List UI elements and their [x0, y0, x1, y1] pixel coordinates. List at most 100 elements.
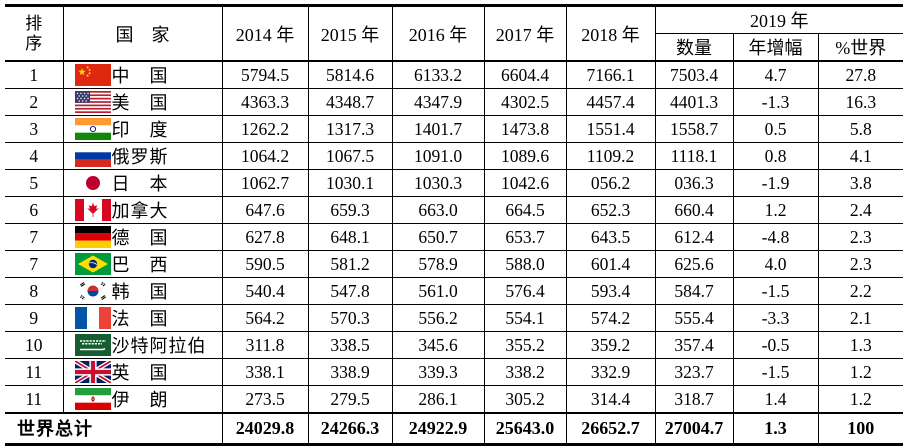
value-cell: 576.4: [484, 277, 567, 305]
value-cell: 27.8: [845, 64, 877, 85]
total-value-cell: 1.3: [733, 413, 819, 444]
world-total-row: 世界总计 24029.8 24266.3 24922.9 25643.0 266…: [5, 413, 904, 444]
value-cell: 305.2: [484, 385, 567, 413]
value-cell: -0.5: [733, 331, 819, 359]
value-cell: 338.1: [222, 358, 309, 386]
value-cell: 653.7: [484, 223, 567, 251]
value-cell: 1042.6: [484, 169, 567, 197]
value-cell: 570.3: [308, 304, 393, 332]
value-cell: 279.5: [308, 385, 393, 413]
value-cell: 660.4: [655, 196, 734, 224]
value-cell: 3.8: [849, 172, 872, 193]
value-cell: 0.5: [733, 115, 819, 143]
total-value-cell: 24029.8: [222, 413, 309, 444]
value-cell: 647.6: [222, 196, 309, 224]
country-row: 1 中 国 5794.5 5814.6 6133.2 6604.4 7166.1…: [5, 61, 903, 89]
value-cell: 593.4: [566, 277, 656, 305]
country-name: 日 本: [111, 174, 169, 194]
value-cell: 5794.5: [222, 61, 309, 89]
total-value-cell: 100: [847, 417, 875, 438]
value-cell: 556.2: [392, 304, 485, 332]
col-header-percent-world: %世界: [835, 38, 887, 58]
value-cell: 4347.9: [392, 88, 485, 116]
value-cell: 16.3: [845, 91, 877, 112]
value-cell: 648.1: [308, 223, 393, 251]
country-cell: 巴 西: [63, 250, 223, 278]
country-name: 美 国: [111, 93, 169, 113]
value-cell: 627.8: [222, 223, 309, 251]
value-cell: 643.5: [566, 223, 656, 251]
country-cell: 美 国: [63, 88, 223, 116]
value-cell: 4363.3: [222, 88, 309, 116]
value-cell: 2.2: [849, 280, 872, 301]
flag-usa-icon: [74, 91, 111, 113]
country-cell: 英 国: [63, 358, 223, 386]
value-cell: -1.3: [733, 88, 819, 116]
col-header-2014: 2014 年: [222, 5, 309, 61]
flag-iran-icon: [74, 388, 111, 410]
total-value-cell: 26652.7: [566, 413, 656, 444]
flag-brazil-icon: [74, 253, 111, 275]
rank-cell: 4: [5, 142, 64, 170]
rank-cell: 7: [5, 250, 64, 278]
country-cell: 中 国: [63, 61, 223, 89]
country-row: 10 沙特阿拉伯 311.8 338.5 345.6 355.2 359.2 3…: [5, 331, 904, 359]
value-cell: 0.8: [733, 142, 819, 170]
country-name: 加拿大: [111, 201, 169, 221]
col-header-quantity: 数量: [655, 33, 734, 61]
value-cell: 581.2: [308, 250, 393, 278]
value-cell: 1473.8: [484, 115, 567, 143]
value-cell: 555.4: [655, 304, 734, 332]
country-row: 11 伊 朗 273.5 279.5 286.1 305.2 314.4 318…: [5, 385, 904, 413]
value-cell: 6133.2: [392, 61, 485, 89]
value-cell: 4.0: [733, 250, 819, 278]
value-cell: 4401.3: [655, 88, 734, 116]
country-name: 俄罗斯: [111, 147, 169, 167]
country-cell: 日 本: [63, 169, 223, 197]
value-cell: 1030.1: [308, 169, 393, 197]
flag-saudi-arabia-icon: [74, 334, 111, 356]
value-cell: 357.4: [655, 331, 734, 359]
value-cell: 1.4: [733, 385, 819, 413]
value-cell: 273.5: [222, 385, 309, 413]
country-name: 法 国: [111, 309, 169, 329]
flag-france-icon: [74, 307, 111, 329]
value-cell: 355.2: [484, 331, 567, 359]
rank-cell: 9: [5, 304, 64, 332]
value-cell: 4302.5: [484, 88, 567, 116]
country-cell: 德 国: [63, 223, 223, 251]
value-cell: 1030.3: [392, 169, 485, 197]
col-header-2015: 2015 年: [308, 5, 393, 61]
value-cell: 5.8: [849, 118, 872, 139]
value-cell: 590.5: [222, 250, 309, 278]
rank-cell: 11: [5, 385, 64, 413]
value-cell: 036.3: [655, 169, 734, 197]
value-cell: 554.1: [484, 304, 567, 332]
value-cell: -1.9: [733, 169, 819, 197]
total-value-cell: 27004.7: [655, 413, 734, 444]
country-cell: 伊 朗: [63, 385, 223, 413]
value-cell: 338.5: [308, 331, 393, 359]
value-cell: 1109.2: [566, 142, 656, 170]
value-cell: 7166.1: [566, 61, 656, 89]
value-cell: 311.8: [222, 331, 309, 359]
flag-india-icon: [74, 118, 111, 140]
country-row: 11 英 国 338.1 338.9 339.3 338.2 332.9 323…: [5, 358, 904, 386]
value-cell: 6604.4: [484, 61, 567, 89]
rank-cell: 8: [5, 277, 64, 305]
flag-uk-icon: [74, 361, 111, 383]
value-cell: 1067.5: [308, 142, 393, 170]
value-cell: 1064.2: [222, 142, 309, 170]
country-row: 4 俄罗斯 1064.2 1067.5 1091.0 1089.6 1109.2…: [5, 142, 904, 170]
rank-cell: 1: [5, 61, 64, 89]
value-cell: 338.2: [484, 358, 567, 386]
value-cell: 601.4: [566, 250, 656, 278]
value-cell: 561.0: [392, 277, 485, 305]
value-cell: 659.3: [308, 196, 393, 224]
col-header-rank: 排 序: [5, 5, 64, 61]
value-cell: 318.7: [655, 385, 734, 413]
rank-cell: 2: [5, 88, 64, 116]
rank-cell: 6: [5, 196, 64, 224]
country-name: 中 国: [111, 66, 169, 86]
